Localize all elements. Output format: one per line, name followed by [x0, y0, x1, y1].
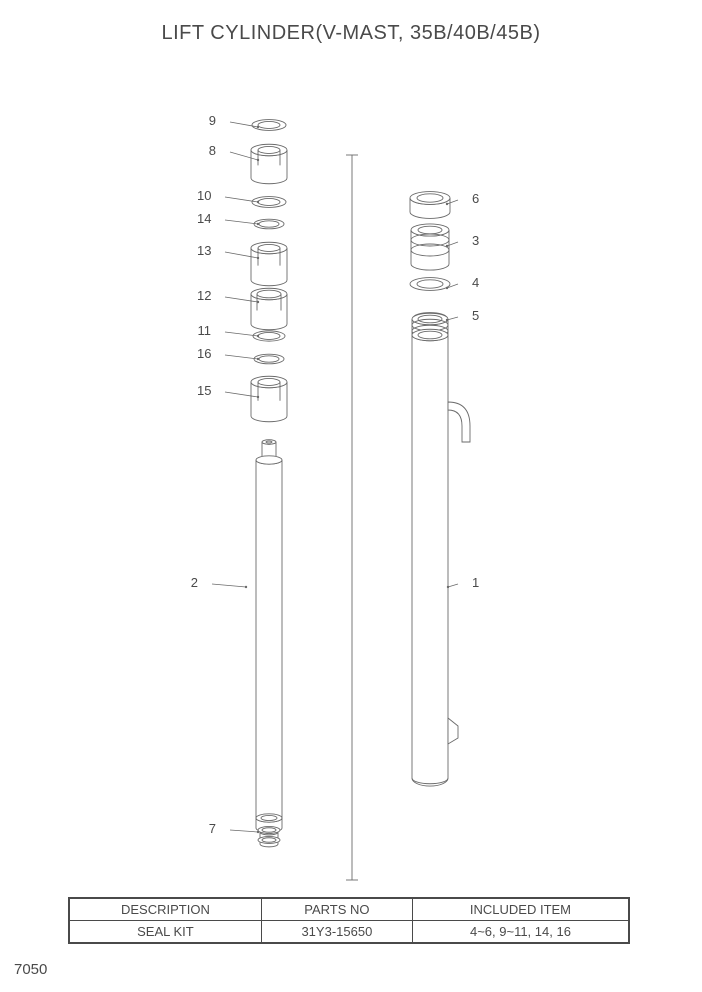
callout-12: 12 [197, 288, 211, 303]
callout-1: 1 [472, 575, 479, 590]
callout-3: 3 [472, 233, 479, 248]
callout-2: 2 [184, 575, 198, 590]
cell-description: SEAL KIT [70, 921, 262, 943]
page-number: 7050 [14, 961, 47, 978]
callout-5: 5 [472, 308, 479, 323]
callout-4: 4 [472, 275, 479, 290]
table-row: SEAL KIT 31Y3-15650 4~6, 9~11, 14, 16 [70, 921, 629, 943]
cell-included: 4~6, 9~11, 14, 16 [412, 921, 628, 943]
callout-8: 8 [202, 143, 216, 158]
callout-7: 7 [202, 821, 216, 836]
callout-14: 14 [197, 211, 211, 226]
exploded-diagram: 9 8 10 14 13 12 11 16 15 2 7 6 3 4 5 1 [0, 70, 702, 890]
table-header-partsno: PARTS NO [261, 899, 412, 921]
callout-11: 11 [197, 323, 211, 338]
callout-9: 9 [202, 113, 216, 128]
table-header-description: DESCRIPTION [70, 899, 262, 921]
cell-partsno: 31Y3-15650 [261, 921, 412, 943]
callout-6: 6 [472, 191, 479, 206]
parts-table: DESCRIPTION PARTS NO INCLUDED ITEM SEAL … [68, 897, 630, 944]
table-header-included: INCLUDED ITEM [412, 899, 628, 921]
page-title: LIFT CYLINDER(V-MAST, 35B/40B/45B) [0, 22, 702, 45]
callout-13: 13 [197, 243, 211, 258]
callout-16: 16 [197, 346, 211, 361]
table-header-row: DESCRIPTION PARTS NO INCLUDED ITEM [70, 899, 629, 921]
callout-15: 15 [197, 383, 211, 398]
callout-10: 10 [197, 188, 211, 203]
